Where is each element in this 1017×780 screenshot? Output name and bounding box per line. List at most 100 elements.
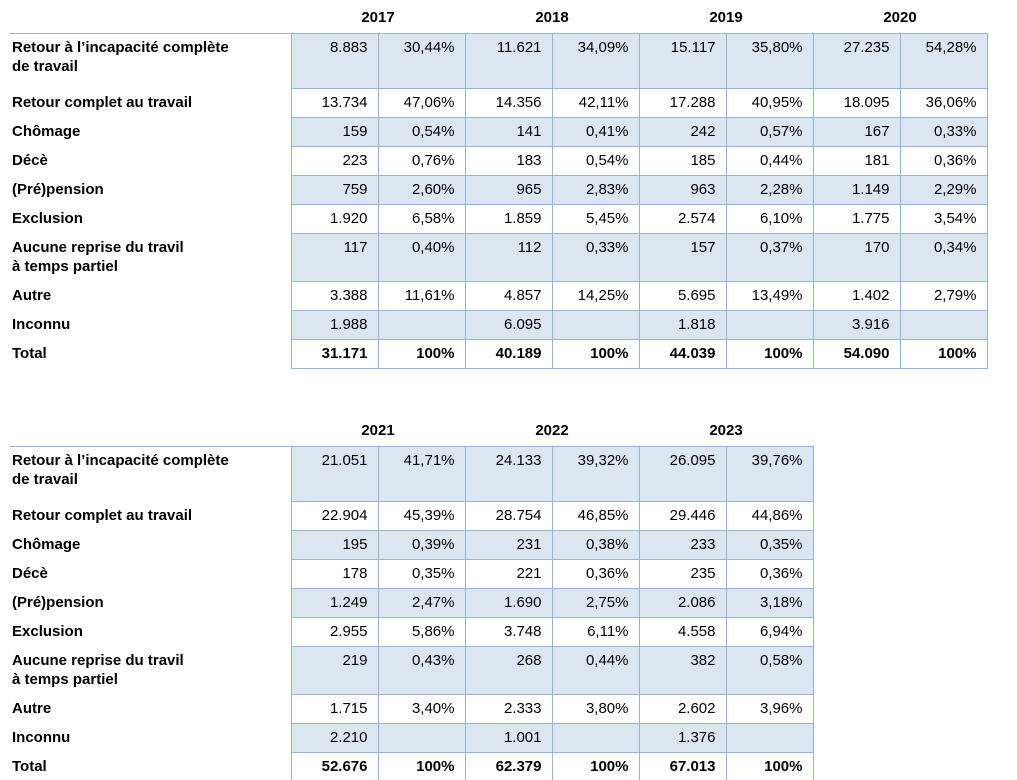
- count-cell: 67.013: [638, 752, 727, 780]
- row-label: Retour complet au travail: [12, 506, 193, 524]
- percent-cell: 13,49%: [725, 281, 814, 311]
- count-cell: 382: [638, 646, 727, 695]
- percent-cell: 3,18%: [725, 588, 814, 618]
- year-header-row: 2017 2018 2019 2020: [10, 8, 987, 34]
- count-cell: 242: [638, 117, 727, 147]
- count-cell: 1.376: [638, 723, 727, 753]
- table-row: (Pré)pension 759 2,60% 965 2,83% 963 2,28% 1.14…: [10, 175, 988, 205]
- count-cell: 62.379: [464, 752, 553, 780]
- table-row: Décè 223 0,76% 183 0,54% 185 0,44% 181 0,36%: [10, 146, 988, 176]
- percent-cell: 45,39%: [377, 501, 466, 531]
- table-row: Chômage 159 0,54% 141 0,41% 242 0,57% 167 0,33%: [10, 117, 988, 147]
- row-label: (Pré)pension: [12, 180, 104, 198]
- percent-cell: 2,83%: [551, 175, 640, 205]
- row-label: Exclusion: [12, 209, 83, 227]
- percent-cell: [725, 723, 814, 753]
- table-row: Retour à l’incapacité complète de travai…: [10, 33, 988, 89]
- row-label: Inconnu: [12, 315, 71, 333]
- count-cell: 235: [638, 559, 727, 589]
- percent-cell: 100%: [899, 339, 988, 369]
- row-label: Décè: [12, 151, 48, 169]
- count-cell: 2.602: [638, 694, 727, 724]
- row-label: Total: [12, 344, 47, 362]
- count-cell: 54.090: [812, 339, 901, 369]
- percent-cell: 0,33%: [899, 117, 988, 147]
- count-cell: 2.333: [464, 694, 553, 724]
- count-cell: 178: [290, 559, 379, 589]
- count-cell: 231: [464, 530, 553, 560]
- count-cell: 223: [290, 146, 379, 176]
- count-cell: 167: [812, 117, 901, 147]
- percent-cell: 0,40%: [377, 233, 466, 282]
- table-row: Retour à l’incapacité complète de travai…: [10, 446, 814, 502]
- table-row: Autre 3.388 11,61% 4.857 14,25% 5.695 13,49% 1.…: [10, 281, 988, 311]
- percent-cell: 100%: [725, 752, 814, 780]
- count-cell: 2.086: [638, 588, 727, 618]
- table-row: Retour complet au travail 22.904 45,39% 28.…: [10, 501, 814, 531]
- percent-cell: 3,40%: [377, 694, 466, 724]
- count-cell: 2.574: [638, 204, 727, 234]
- table-row: Exclusion 1.920 6,58% 1.859 5,45% 2.574 6,10% 1…: [10, 204, 988, 234]
- percent-cell: 0,33%: [551, 233, 640, 282]
- count-cell: 2.955: [290, 617, 379, 647]
- count-cell: 27.235: [812, 33, 901, 89]
- outcomes-table-2017-2020: 2017 2018 2019 2020 Retour à l’incapacité co…: [10, 8, 1017, 369]
- row-label: Autre: [12, 286, 52, 304]
- row-label: Chômage: [12, 535, 81, 553]
- table-row: Inconnu 2.210 1.001 1.376: [10, 723, 814, 753]
- table-row: Exclusion 2.955 5,86% 3.748 6,11% 4.558 6,94%: [10, 617, 814, 647]
- count-cell: 141: [464, 117, 553, 147]
- count-cell: 15.117: [638, 33, 727, 89]
- count-cell: 40.189: [464, 339, 553, 369]
- count-cell: 26.095: [638, 446, 727, 502]
- percent-cell: 46,85%: [551, 501, 640, 531]
- year-header: 2023: [639, 421, 813, 447]
- count-cell: 28.754: [464, 501, 553, 531]
- percent-cell: 30,44%: [377, 33, 466, 89]
- count-cell: 1.001: [464, 723, 553, 753]
- count-cell: 117: [290, 233, 379, 282]
- table-row: Total 52.676 100% 62.379 100% 67.013 100%: [10, 752, 814, 780]
- year-header: 2017: [291, 8, 465, 34]
- count-cell: 5.695: [638, 281, 727, 311]
- count-cell: 195: [290, 530, 379, 560]
- count-cell: 3.388: [290, 281, 379, 311]
- count-cell: 21.051: [290, 446, 379, 502]
- percent-cell: 0,37%: [725, 233, 814, 282]
- count-cell: 759: [290, 175, 379, 205]
- count-cell: 219: [290, 646, 379, 695]
- count-cell: 24.133: [464, 446, 553, 502]
- percent-cell: 39,76%: [725, 446, 814, 502]
- count-cell: 18.095: [812, 88, 901, 118]
- year-header: 2022: [465, 421, 639, 447]
- count-cell: 1.818: [638, 310, 727, 340]
- row-label: Aucune reprise du travil à temps partiel: [12, 238, 184, 275]
- count-cell: 170: [812, 233, 901, 282]
- year-header: 2020: [813, 8, 987, 34]
- percent-cell: 2,79%: [899, 281, 988, 311]
- count-cell: 1.775: [812, 204, 901, 234]
- count-cell: 159: [290, 117, 379, 147]
- row-label: Total: [12, 757, 47, 775]
- row-label-header: [10, 421, 291, 447]
- tables-container: 2017 2018 2019 2020 Retour à l’incapacité co…: [10, 8, 1017, 780]
- percent-cell: 2,75%: [551, 588, 640, 618]
- count-cell: 183: [464, 146, 553, 176]
- count-cell: 3.916: [812, 310, 901, 340]
- percent-cell: 40,95%: [725, 88, 814, 118]
- percent-cell: 6,11%: [551, 617, 640, 647]
- percent-cell: 6,94%: [725, 617, 814, 647]
- count-cell: 2.210: [290, 723, 379, 753]
- table-row: Inconnu 1.988 6.095 1.818 3.916: [10, 310, 988, 340]
- count-cell: 1.988: [290, 310, 379, 340]
- percent-cell: 3,80%: [551, 694, 640, 724]
- table-row: Aucune reprise du travil à temps partiel…: [10, 233, 988, 282]
- percent-cell: 0,43%: [377, 646, 466, 695]
- percent-cell: 3,96%: [725, 694, 814, 724]
- percent-cell: [551, 310, 640, 340]
- percent-cell: 35,80%: [725, 33, 814, 89]
- percent-cell: 100%: [377, 752, 466, 780]
- percent-cell: 14,25%: [551, 281, 640, 311]
- percent-cell: 0,36%: [899, 146, 988, 176]
